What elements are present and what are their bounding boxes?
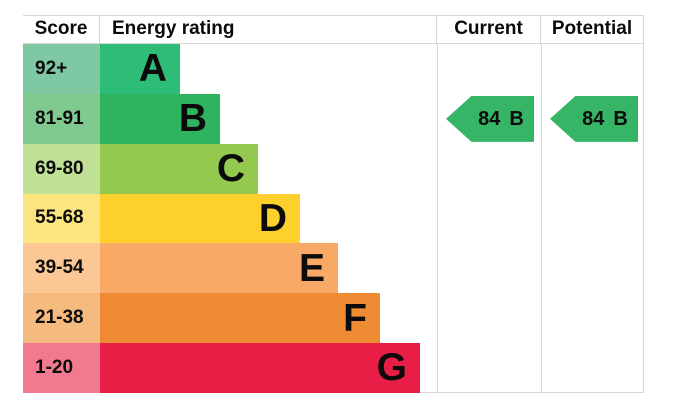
potential-rating-arrow: 84 B	[550, 95, 638, 142]
current-score-value: 84	[478, 107, 501, 130]
band-bar: F	[100, 293, 380, 344]
rating-bands-column: 92+ A 81-91 B 69-80 C 55-68 D 39-54 E 21…	[23, 44, 437, 393]
energy-rating-column-header: Energy rating	[100, 16, 437, 43]
current-rating-arrow: 84 B	[446, 95, 534, 142]
current-rating-column: 84 B	[437, 44, 541, 393]
score-column-header: Score	[23, 16, 100, 43]
band-score-range: 21-38	[23, 293, 100, 344]
band-bar: E	[100, 243, 338, 294]
potential-column-header: Potential	[551, 18, 633, 39]
table-header-row: Score Energy rating Current Potential	[23, 16, 643, 44]
band-score-range: 55-68	[23, 193, 100, 244]
band-row: 55-68 D	[23, 193, 437, 244]
potential-rating-column: 84 B	[541, 44, 643, 393]
band-letter: B	[178, 97, 207, 141]
potential-score-value: 84	[582, 107, 605, 130]
band-score-range: 39-54	[23, 243, 100, 294]
band-letter: C	[216, 147, 245, 191]
band-letter: E	[298, 246, 325, 290]
band-bar: G	[100, 343, 420, 393]
band-row: 69-80 C	[23, 143, 437, 194]
band-score-range: 81-91	[23, 93, 100, 144]
band-bar: C	[100, 143, 258, 194]
potential-band-letter: B	[613, 107, 628, 130]
band-row: 92+ A	[23, 44, 437, 94]
band-letter: D	[258, 196, 287, 240]
band-bar: D	[100, 193, 300, 244]
current-column-header: Current	[437, 16, 541, 43]
band-bar: B	[100, 93, 220, 144]
band-letter: A	[138, 47, 167, 91]
band-score-range: 92+	[23, 44, 100, 94]
band-row: 21-38 F	[23, 293, 437, 344]
band-score-range: 1-20	[23, 343, 100, 393]
band-letter: F	[343, 296, 367, 340]
band-letter: G	[376, 346, 407, 390]
band-row: 1-20 G	[23, 343, 437, 393]
band-row: 81-91 B	[23, 93, 437, 144]
band-bar: A	[100, 44, 180, 94]
table-body: 92+ A 81-91 B 69-80 C 55-68 D 39-54 E 21…	[23, 44, 643, 393]
band-score-range: 69-80	[23, 143, 100, 194]
band-row: 39-54 E	[23, 243, 437, 294]
epc-table: Score Energy rating Current Potential 92…	[23, 15, 644, 393]
current-band-letter: B	[509, 107, 524, 130]
